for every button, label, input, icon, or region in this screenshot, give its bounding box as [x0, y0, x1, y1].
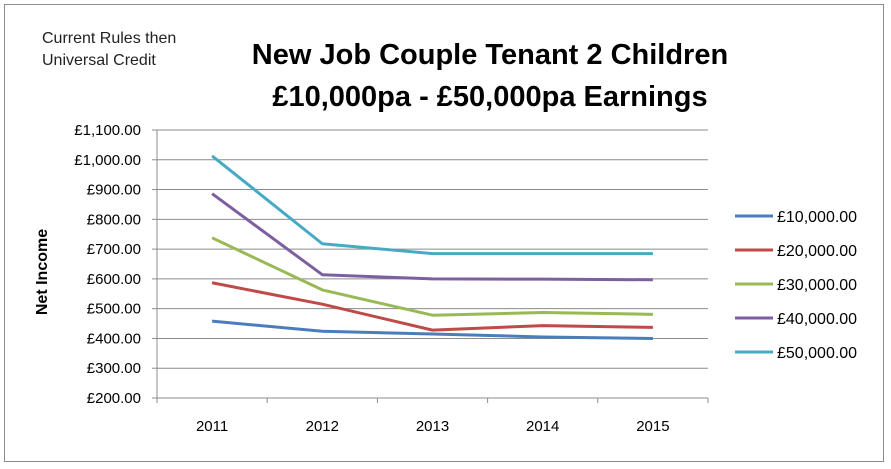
- y-tick-label: £1,100.00: [74, 122, 141, 139]
- y-tick-label: £800.00: [87, 211, 141, 228]
- chart-title: New Job Couple Tenant 2 Children £10,000…: [251, 39, 729, 113]
- y-tick-label: £600.00: [87, 271, 141, 288]
- legend: £10,000.00 £20,000.00 £30,000.00 £40,000.00…: [735, 209, 857, 362]
- legend-label: £20,000.00: [777, 243, 857, 260]
- x-tick-label: 2013: [416, 418, 449, 435]
- y-tick-label: £400.00: [87, 330, 141, 347]
- y-tick-label: £1,000.00: [74, 152, 141, 169]
- y-tick-label: £300.00: [87, 360, 141, 377]
- series-line-2: [211, 281, 653, 332]
- series-line-3: [211, 236, 653, 317]
- series-lines: [211, 154, 653, 340]
- y-tick-label: £200.00: [87, 390, 141, 407]
- legend-label: £10,000.00: [777, 209, 857, 226]
- y-tick-label: £500.00: [87, 301, 141, 318]
- x-tick-label: 2014: [526, 418, 559, 435]
- y-axis-label: Net Income: [34, 229, 51, 315]
- legend-label: £50,000.00: [777, 345, 857, 362]
- x-tick-label: 2011: [196, 418, 228, 435]
- legend-label: £30,000.00: [777, 277, 857, 294]
- y-tick-label: £900.00: [87, 182, 141, 199]
- legend-label: £40,000.00: [777, 311, 857, 328]
- x-tick-label: 2015: [636, 418, 669, 435]
- chart-subtitle: Current Rules then Universal Credit: [42, 30, 177, 69]
- series-line-4: [211, 192, 653, 282]
- gridlines: [157, 129, 708, 399]
- y-tick-label: £700.00: [87, 241, 141, 258]
- x-tick-label: 2012: [306, 418, 339, 435]
- axes: £200.00 £300.00 £400.00 £500.00 £600.00 £700.…: [74, 122, 709, 435]
- chart-frame: [4, 4, 884, 462]
- series-line-5: [211, 154, 653, 256]
- series-line-1: [211, 319, 653, 340]
